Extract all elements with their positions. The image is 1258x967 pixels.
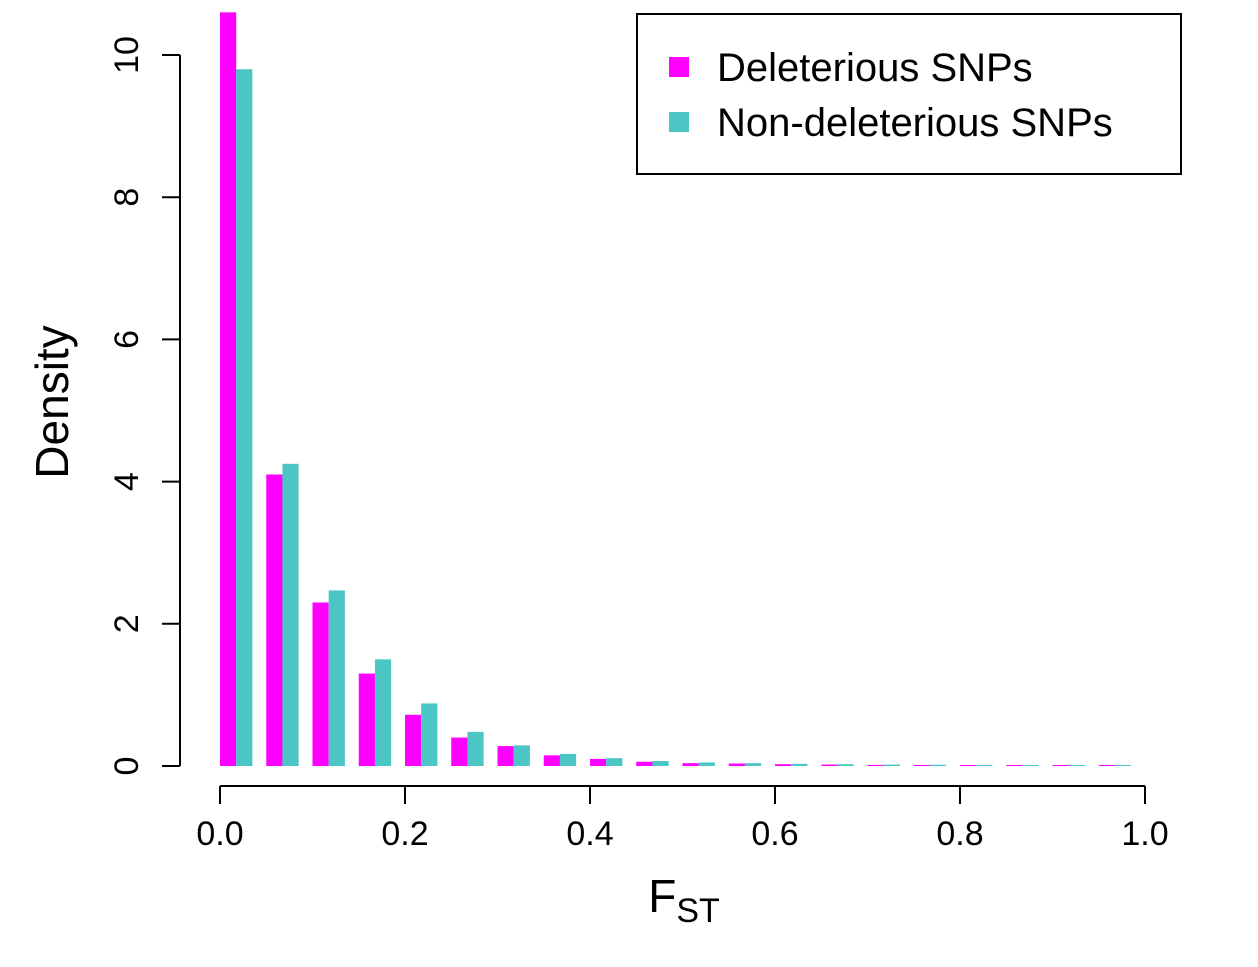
- x-tick-label-0.2: 0.2: [381, 815, 428, 853]
- bar-deleterious-bin-7: [543, 755, 560, 766]
- x-tick-label-0.6: 0.6: [751, 815, 798, 853]
- bar-non-deleterious-bin-0: [236, 69, 253, 767]
- bar-non-deleterious-bin-13: [837, 764, 854, 766]
- y-tick-label-8: 8: [108, 188, 146, 207]
- x-axis: 0.0 0.2 0.4 0.6 0.8 1.0: [196, 785, 1169, 853]
- x-tick-label-0.0: 0.0: [196, 815, 243, 853]
- bar-non-deleterious-bin-16: [976, 764, 993, 766]
- y-tick-label-6: 6: [108, 330, 146, 349]
- bar-deleterious-bin-9: [636, 761, 653, 766]
- y-axis-title: Density: [26, 325, 78, 478]
- bar-non-deleterious-bin-4: [421, 703, 438, 766]
- x-axis-title-main: F: [648, 870, 676, 922]
- legend-label-deleterious: Deleterious SNPs: [717, 46, 1033, 90]
- bar-non-deleterious-bin-19: [1114, 765, 1132, 766]
- bar-deleterious-bin-14: [867, 764, 884, 766]
- bar-non-deleterious-bin-3: [374, 659, 392, 766]
- bar-deleterious-bin-4: [405, 714, 422, 766]
- legend-box: [636, 13, 1182, 175]
- y-tick-label-4: 4: [108, 472, 146, 491]
- y-tick-label-10: 10: [108, 36, 146, 74]
- bar-non-deleterious-bin-5: [467, 731, 484, 766]
- legend-swatch-deleterious: [669, 57, 689, 77]
- x-axis-title-subscript: ST: [676, 892, 719, 930]
- bar-non-deleterious-bin-18: [1068, 765, 1085, 766]
- bar-non-deleterious-bin-17: [1022, 765, 1039, 766]
- legend: Deleterious SNPs Non-deleterious SNPs: [636, 13, 1182, 175]
- bar-non-deleterious-bin-1: [282, 463, 299, 766]
- y-ticks: 0 2 4 6 8 10: [108, 36, 180, 775]
- bar-deleterious-bin-13: [821, 764, 838, 766]
- bar-non-deleterious-bin-8: [606, 758, 623, 766]
- bar-deleterious-bin-12: [775, 764, 792, 766]
- bar-deleterious-bin-10: [682, 763, 699, 766]
- bar-deleterious-bin-18: [1052, 765, 1069, 766]
- bar-deleterious-bin-1: [266, 474, 283, 766]
- x-ticks: 0.0 0.2 0.4 0.6 0.8 1.0: [196, 786, 1169, 853]
- bar-deleterious-bin-2: [312, 602, 329, 766]
- bar-non-deleterious-bin-12: [791, 763, 808, 766]
- bar-deleterious-bin-5: [451, 737, 468, 766]
- y-tick-label-2: 2: [108, 614, 146, 633]
- bar-deleterious-bin-8: [590, 758, 607, 766]
- x-axis-title: FST: [648, 870, 720, 930]
- legend-label-non-deleterious: Non-deleterious SNPs: [717, 101, 1113, 145]
- bar-non-deleterious-bin-11: [744, 763, 762, 766]
- bar-non-deleterious-bin-2: [328, 590, 345, 766]
- bar-deleterious-bin-15: [913, 765, 930, 766]
- bar-non-deleterious-bin-7: [559, 753, 577, 766]
- bar-deleterious-bin-6: [497, 746, 514, 766]
- bar-non-deleterious-bin-14: [883, 764, 900, 766]
- bars-group: [220, 12, 1132, 767]
- x-tick-label-0.4: 0.4: [566, 815, 613, 853]
- bar-deleterious-bin-0: [220, 12, 237, 766]
- y-tick-label-0: 0: [108, 757, 146, 776]
- x-tick-label-0.8: 0.8: [936, 815, 983, 853]
- y-axis: 0 2 4 6 8 10: [108, 36, 181, 775]
- bar-non-deleterious-bin-10: [698, 762, 715, 766]
- bar-non-deleterious-bin-6: [513, 745, 530, 766]
- bar-deleterious-bin-16: [960, 765, 977, 766]
- bar-deleterious-bin-3: [358, 673, 375, 766]
- bar-non-deleterious-bin-15: [929, 764, 947, 766]
- bar-deleterious-bin-11: [728, 763, 745, 766]
- bar-deleterious-bin-19: [1098, 765, 1115, 766]
- x-tick-label-1.0: 1.0: [1121, 815, 1168, 853]
- legend-swatch-non-deleterious: [669, 112, 689, 132]
- bar-non-deleterious-bin-9: [652, 761, 669, 766]
- bar-deleterious-bin-17: [1006, 765, 1023, 766]
